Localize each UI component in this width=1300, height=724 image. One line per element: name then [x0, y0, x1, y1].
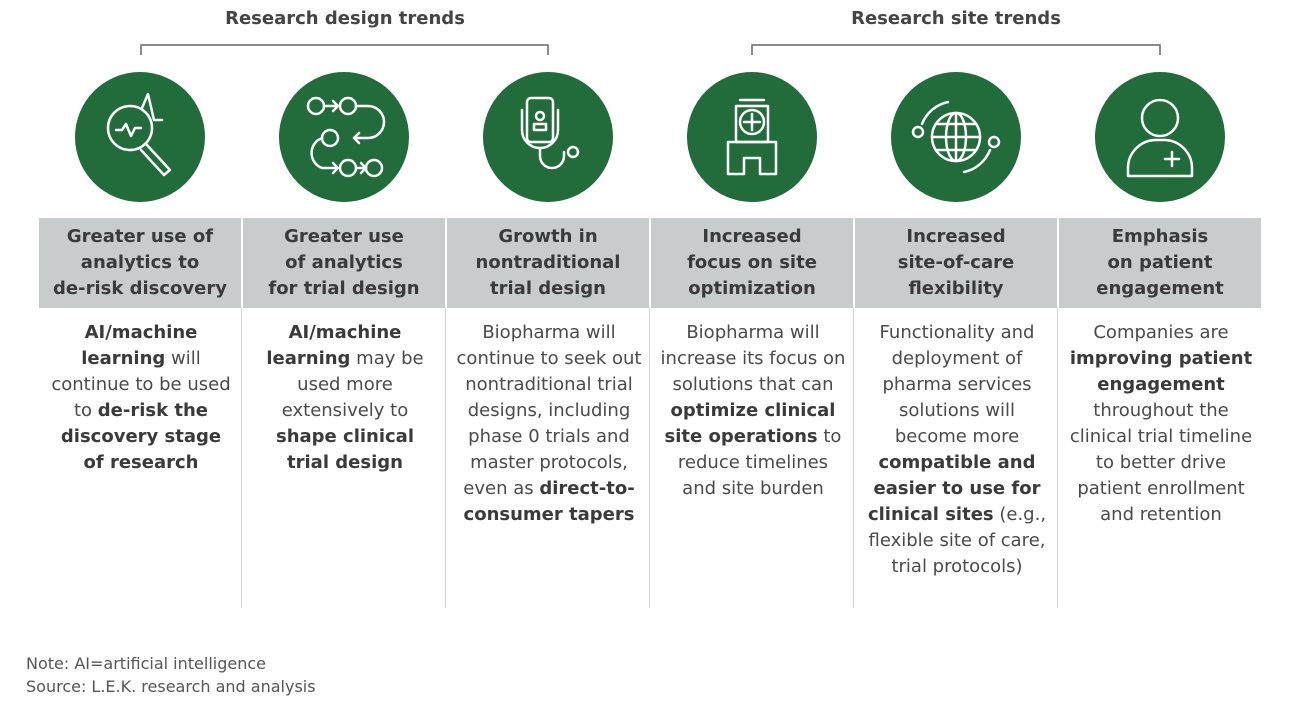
column-body: AI/machine learning may be used more ext… [252, 320, 438, 476]
bold-text: shape clinical trial design [275, 426, 414, 473]
column-heading: Growth in nontraditional trial design [447, 218, 649, 308]
bracket [140, 44, 549, 55]
heading-line: of analytics [285, 252, 403, 273]
heading-line: trial design [490, 278, 606, 299]
body-text: Biopharma will continue to seek out nont… [456, 322, 642, 499]
body-text: Functionality and deployment of pharma s… [879, 322, 1035, 447]
source: Source: L.E.K. research and analysis [26, 677, 316, 696]
heading-line: focus on site [687, 252, 817, 273]
heading-line: Greater use [284, 226, 404, 247]
group-label: Research design trends [225, 8, 465, 29]
group-label: Research site trends [851, 8, 1061, 29]
icon-flow [306, 96, 386, 178]
heading-line: on patient [1107, 252, 1213, 273]
body-text: Companies are [1093, 322, 1229, 343]
icons [106, 92, 1194, 178]
heading-line: flexibility [908, 278, 1004, 299]
heading-line: Increased [906, 226, 1006, 247]
column-separator [649, 308, 650, 608]
heading-line: site-of-care [897, 252, 1015, 273]
bold-text: optimize clinical site operations [664, 400, 836, 447]
body-text: Biopharma will increase its focus on sol… [660, 322, 846, 395]
column-heading: Increased site-of-care flexibility [855, 218, 1057, 308]
column-separator [445, 308, 446, 608]
brackets [140, 44, 1161, 55]
body-text: throughout the clinical trial timeline t… [1069, 400, 1253, 525]
heading-line: optimization [688, 278, 816, 299]
bold-text: AI/machine learning [266, 322, 402, 369]
icon-circle [483, 72, 613, 202]
body-text: to reduce timelines and site burden [677, 426, 842, 499]
column-separator [853, 308, 854, 608]
icon-hospital [726, 98, 778, 176]
bold-text: improving patient engagement [1069, 348, 1253, 395]
bracket [751, 44, 1161, 55]
column-body: Companies are improving patient engageme… [1068, 320, 1254, 528]
bold-text: direct-to-consumer tapers [463, 478, 635, 525]
icon-person [1126, 98, 1194, 178]
heading-line: Greater use of [66, 226, 214, 247]
heading-line: engagement [1096, 278, 1224, 299]
bold-text: de-risk the discovery stage of research [60, 400, 222, 473]
icon-circle [75, 72, 205, 202]
icon-globe [911, 100, 1001, 174]
body-text: (e.g., flexible site of care, trial prot… [868, 504, 1047, 577]
body-text: may be used more extensively to [281, 348, 424, 421]
heading-line: nontraditional [475, 252, 621, 273]
heading-line: Increased [702, 226, 802, 247]
note: Note: AI=artificial intelligence [26, 654, 266, 673]
icons-band: Research design trends Research site tre… [75, 8, 1225, 202]
icon-circle [279, 72, 409, 202]
icon-circle [687, 72, 817, 202]
column-body: Biopharma will continue to seek out nont… [456, 320, 642, 528]
icon-stethoscope [520, 96, 580, 170]
column-body: AI/machine learning will continue to be … [48, 320, 234, 476]
column-heading: Greater use of analytics for trial design [243, 218, 445, 308]
heading-line: analytics to [80, 252, 200, 273]
heading-line: for trial design [268, 278, 420, 299]
column-heading: Greater use of analytics to de-risk discov… [39, 218, 241, 308]
icon-search [106, 92, 172, 177]
column-separator [1057, 308, 1058, 608]
column-separator [241, 308, 242, 608]
column-body: Biopharma will increase its focus on sol… [660, 320, 846, 502]
bold-text: compatible and easier to use for clinica… [867, 452, 1041, 525]
heading-line: de-risk discovery [53, 278, 227, 299]
body-text: will continue to be used to [51, 348, 231, 421]
heading-line: Emphasis [1111, 226, 1209, 247]
bold-text: AI/machine learning [81, 322, 198, 369]
heading-line: Growth in [498, 226, 598, 247]
column-body: Functionality and deployment of pharma s… [864, 320, 1050, 580]
column-heading: Emphasis on patient engagement [1059, 218, 1261, 308]
column-heading: Increased focus on site optimization [651, 218, 853, 308]
